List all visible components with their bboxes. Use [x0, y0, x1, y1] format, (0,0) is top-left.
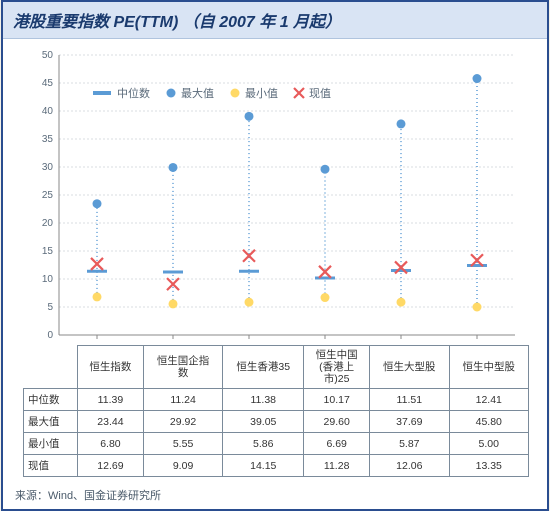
- svg-text:50: 50: [42, 50, 54, 61]
- col-header: 恒生指数: [78, 346, 144, 389]
- panel: 港股重要指数 PE(TTM) （自 2007 年 1 月起） 0 5 10 15 20 2…: [1, 0, 549, 511]
- svg-text:45: 45: [42, 78, 54, 89]
- table-cell: 11.51: [370, 389, 449, 411]
- svg-text:最大值: 最大值: [181, 86, 214, 100]
- svg-text:现值: 现值: [309, 87, 331, 100]
- svg-text:最小值: 最小值: [245, 87, 278, 100]
- table-cell: 11.28: [304, 455, 370, 477]
- svg-text:40: 40: [42, 106, 54, 117]
- svg-text:15: 15: [42, 246, 54, 257]
- table-cell: 5.86: [223, 433, 304, 455]
- table-cell: 5.00: [449, 433, 528, 455]
- table-cell: 29.60: [304, 411, 370, 433]
- col-header: 恒生大型股: [370, 346, 449, 389]
- data-table: 恒生指数恒生国企指数恒生香港35恒生中国(香港上市)25恒生大型股恒生中型股 中…: [23, 345, 529, 477]
- col-header: 恒生香港35: [223, 346, 304, 389]
- chart: 0 5 10 15 20 25 30 35 40 45 50 中位数 最大值 最小值 现值: [21, 45, 529, 345]
- table-cell: 11.39: [78, 389, 144, 411]
- table-cell: 45.80: [449, 411, 528, 433]
- col-header: 恒生中型股: [449, 346, 528, 389]
- row-header: 现值: [24, 455, 78, 477]
- svg-text:0: 0: [47, 330, 53, 341]
- table-cell: 6.80: [78, 433, 144, 455]
- col-header: 恒生国企指数: [143, 346, 222, 389]
- table-cell: 39.05: [223, 411, 304, 433]
- table-cell: 14.15: [223, 455, 304, 477]
- table-cell: 5.87: [370, 433, 449, 455]
- table-cell: 11.38: [223, 389, 304, 411]
- table-cell: 11.24: [143, 389, 222, 411]
- svg-text:30: 30: [42, 162, 54, 173]
- svg-text:35: 35: [42, 134, 54, 145]
- row-header: 最小值: [24, 433, 78, 455]
- table-cell: 29.92: [143, 411, 222, 433]
- table-cell: 6.69: [304, 433, 370, 455]
- table-cell: 13.35: [449, 455, 528, 477]
- svg-text:5: 5: [47, 302, 53, 313]
- chart-svg: 0 5 10 15 20 25 30 35 40 45 50 中位数 最大值 最小值 现值: [21, 45, 529, 345]
- table-cell: 23.44: [78, 411, 144, 433]
- table-cell: 12.06: [370, 455, 449, 477]
- table-body: 中位数11.3911.2411.3810.1711.5112.41 最大值23.4…: [24, 389, 529, 477]
- table-cell: 12.41: [449, 389, 528, 411]
- row-header: 中位数: [24, 389, 78, 411]
- row-header: 最大值: [24, 411, 78, 433]
- col-header: 恒生中国(香港上市)25: [304, 346, 370, 389]
- table-head: 恒生指数恒生国企指数恒生香港35恒生中国(香港上市)25恒生大型股恒生中型股: [24, 346, 529, 389]
- svg-text:10: 10: [42, 274, 54, 285]
- table-cell: 37.69: [370, 411, 449, 433]
- table-cell: 10.17: [304, 389, 370, 411]
- table-cell: 12.69: [78, 455, 144, 477]
- table-cell: 5.55: [143, 433, 222, 455]
- svg-text:中位数: 中位数: [117, 86, 150, 100]
- source-text: 来源：Wind、国金证券研究所: [3, 483, 547, 509]
- page-title: 港股重要指数 PE(TTM) （自 2007 年 1 月起）: [3, 2, 547, 39]
- svg-text:20: 20: [42, 218, 54, 229]
- svg-text:25: 25: [42, 190, 54, 201]
- table-cell: 9.09: [143, 455, 222, 477]
